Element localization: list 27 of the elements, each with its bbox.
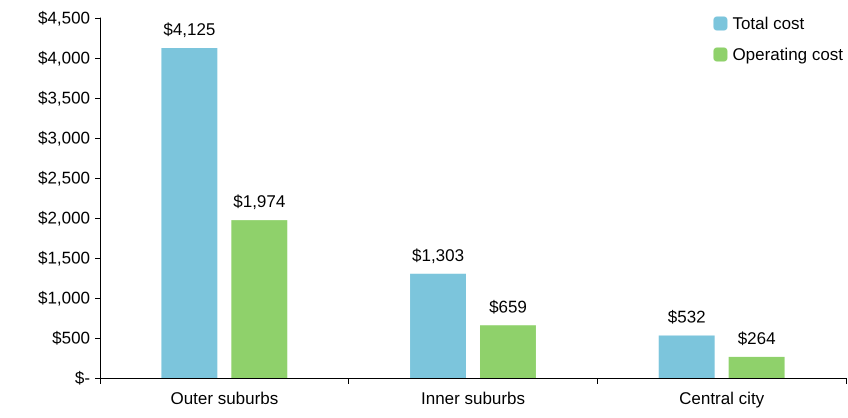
x-tick-label: Inner suburbs bbox=[421, 389, 525, 408]
bar bbox=[161, 48, 218, 378]
y-tick-label: $4,000 bbox=[38, 48, 90, 68]
data-label: $1,303 bbox=[412, 246, 464, 265]
legend-label: Operating cost bbox=[732, 45, 844, 64]
y-tick-label: $3,500 bbox=[38, 88, 90, 108]
y-tick-label: $- bbox=[74, 368, 90, 388]
data-label: $4,125 bbox=[163, 20, 216, 39]
data-label: $264 bbox=[738, 328, 776, 348]
y-tick-label: $2,500 bbox=[38, 168, 90, 188]
y-tick-label: $4,500 bbox=[38, 8, 90, 28]
data-label: $659 bbox=[489, 297, 527, 316]
y-tick-label: $2,000 bbox=[38, 208, 90, 228]
data-label: $1,974 bbox=[233, 192, 286, 212]
bar bbox=[231, 220, 288, 378]
y-tick-label: $1,000 bbox=[38, 288, 90, 308]
y-tick-label: $3,000 bbox=[38, 128, 90, 148]
bar bbox=[658, 335, 715, 378]
x-tick-label: Central city bbox=[679, 389, 765, 408]
bar bbox=[480, 325, 536, 378]
legend-label: Total cost bbox=[732, 14, 805, 33]
y-tick-label: $1,500 bbox=[38, 248, 90, 268]
bar bbox=[728, 356, 785, 378]
y-tick-label: $500 bbox=[52, 328, 90, 348]
data-label: $532 bbox=[668, 307, 706, 326]
bar bbox=[410, 274, 466, 378]
x-tick-label: Outer suburbs bbox=[170, 389, 278, 408]
